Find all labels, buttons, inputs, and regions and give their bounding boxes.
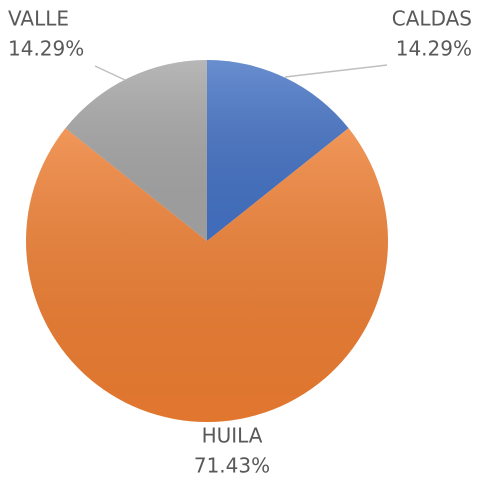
slice-shade <box>207 60 349 241</box>
slice-value-label: 14.29% <box>396 37 472 61</box>
slice-shade <box>65 60 207 241</box>
slice-label: CALDAS <box>392 7 472 31</box>
slice-value-label: 71.43% <box>194 454 270 478</box>
slice-label: HUILA <box>202 424 263 448</box>
slice-label: VALLE <box>8 7 69 31</box>
leader-line <box>284 64 388 78</box>
slice-value-label: 14.29% <box>8 37 84 61</box>
leader-line <box>94 65 126 81</box>
slice-shade <box>26 128 388 423</box>
